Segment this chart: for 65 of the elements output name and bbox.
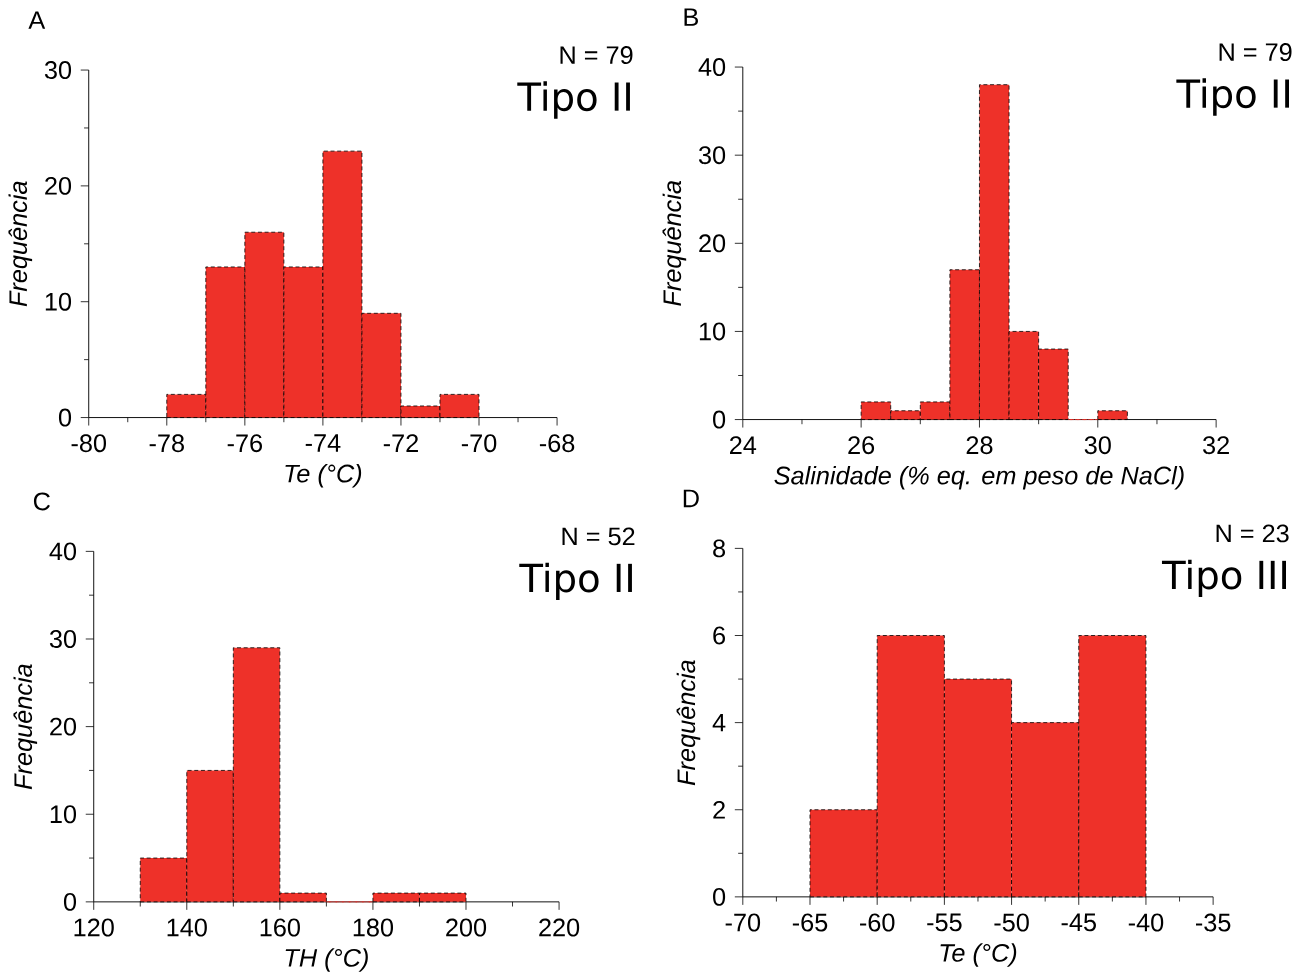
y-tick-label: 6	[713, 626, 725, 645]
x-tick-label: 120	[74, 918, 114, 937]
chart-title: C	[33, 492, 50, 511]
x-tick-label: 200	[446, 918, 487, 937]
x-tick-label: -35	[1195, 913, 1231, 932]
y-tick-label: 8	[713, 539, 726, 558]
x-tick-label: -68	[539, 434, 575, 453]
y-tick-label: 10	[699, 322, 726, 341]
y-tick-label: 30	[44, 60, 72, 79]
x-tick-label: -55	[927, 913, 962, 932]
x-tick-label: 180	[353, 918, 394, 937]
y-tick-label: 30	[49, 629, 77, 648]
x-tick-label: -72	[383, 434, 418, 452]
x-tick-label: 28	[966, 436, 993, 455]
y-axis-title: Frequência	[8, 181, 33, 307]
y-tick-label: 20	[45, 176, 72, 195]
annotation: Tipo II	[517, 81, 630, 119]
x-axis-title: Te (°C)	[940, 943, 1017, 967]
x-tick-label: -45	[1061, 913, 1096, 932]
y-axis-title: Frequência	[662, 180, 687, 306]
text: N = 23	[1216, 524, 1289, 543]
x-tick-label: -65	[792, 913, 828, 932]
text: N = 79	[560, 45, 633, 64]
x-tick-label: 160	[260, 918, 300, 937]
y-axis-title: Frequência	[676, 660, 701, 786]
x-tick-label: -60	[860, 913, 895, 932]
y-tick-label: 0	[58, 408, 72, 427]
x-tick-label: -76	[227, 434, 262, 453]
x-tick-label: 26	[848, 436, 875, 455]
x-tick-label: 30	[1084, 436, 1111, 455]
y-tick-label: 20	[699, 234, 726, 253]
x-tick-label: -80	[71, 434, 107, 453]
annotation: Tipo III	[1161, 559, 1287, 597]
y-axis-title: Frequência	[13, 664, 38, 789]
x-tick-label: 24	[730, 436, 757, 454]
y-tick-label: 2	[713, 800, 725, 819]
chart-title: A	[28, 11, 46, 29]
x-tick-label: -78	[149, 434, 184, 453]
y-tick-label: 4	[712, 713, 726, 732]
y-tick-label: 0	[63, 892, 77, 911]
y-tick-label: 10	[45, 292, 72, 311]
x-tick-label: -50	[994, 913, 1029, 932]
x-tick-label: 220	[539, 918, 580, 937]
x-axis-title: TH (°C)	[285, 948, 368, 972]
text: N = 79	[1219, 42, 1292, 61]
x-tick-label: -70	[725, 913, 761, 932]
x-tick-label: 32	[1203, 436, 1229, 455]
y-tick-label: 20	[50, 717, 77, 736]
x-axis-title: Te (°C)	[285, 463, 362, 488]
y-tick-label: 40	[49, 542, 77, 561]
x-tick-label: -74	[305, 434, 341, 452]
chart-title: D	[683, 489, 699, 508]
y-tick-label: 40	[698, 57, 726, 76]
x-tick-label: -70	[461, 434, 497, 453]
annotation: Tipo II	[519, 562, 632, 600]
y-tick-label: 30	[698, 146, 726, 165]
x-axis-title: Salinidade (% eq. em peso de NaCl)	[774, 465, 1184, 490]
y-tick-label: 10	[50, 805, 77, 824]
y-tick-label: 0	[713, 410, 726, 429]
annotation: Tipo II	[1176, 78, 1289, 116]
y-tick-label: 0	[713, 887, 726, 906]
x-tick-label: -40	[1128, 913, 1164, 932]
x-tick-label: 140	[167, 918, 207, 937]
text: N = 52	[562, 527, 635, 546]
chart-title: B	[684, 8, 698, 26]
